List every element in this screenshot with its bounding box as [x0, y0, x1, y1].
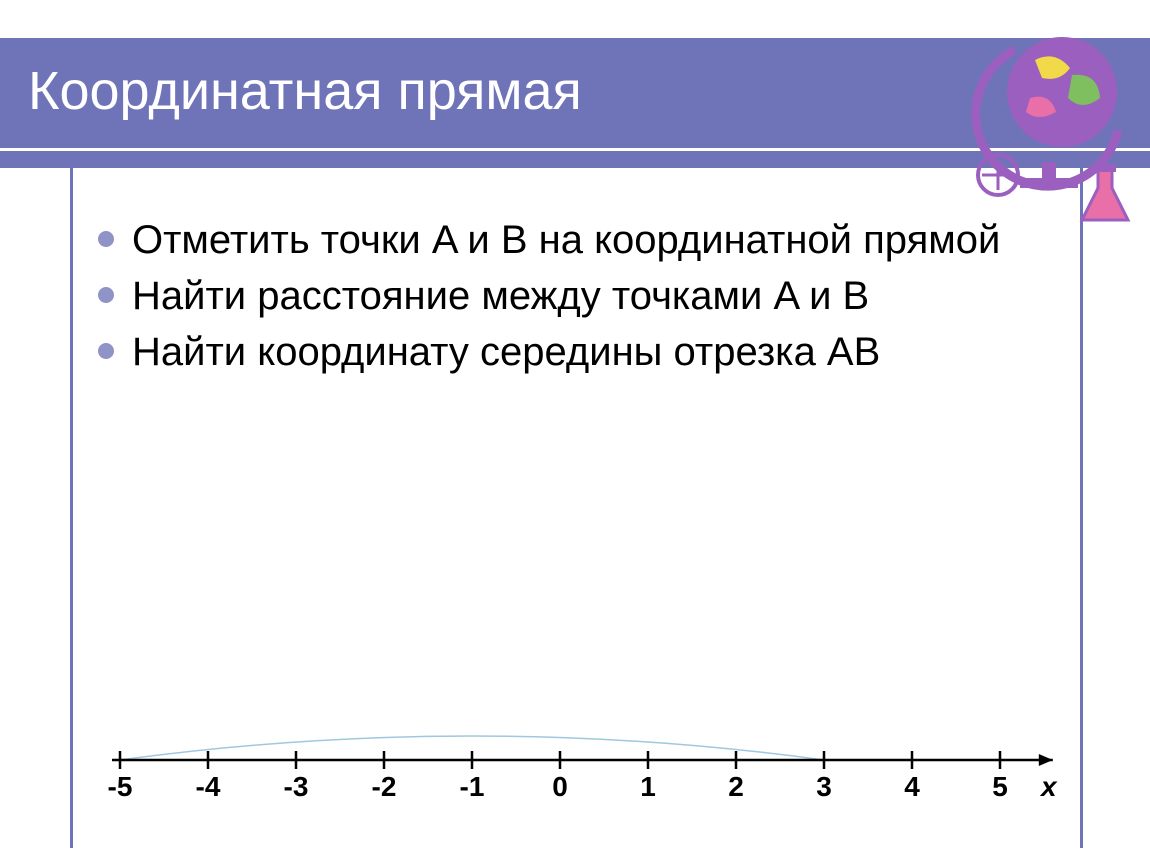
globe-clipart [960, 20, 1140, 230]
bullet-icon [98, 287, 114, 303]
svg-text:x: x [1039, 771, 1058, 802]
bullet-text: Найти координату середины отрезка AB [132, 327, 880, 377]
bullet-text: Найти расстояние между точками A и B [132, 271, 869, 321]
svg-text:-1: -1 [460, 771, 485, 802]
list-item: Отметить точки A и B на координатной пря… [98, 215, 1058, 265]
svg-text:2: 2 [728, 771, 744, 802]
bullet-icon [98, 343, 114, 359]
svg-text:1: 1 [640, 771, 656, 802]
number-line: -5 -4 -3 -2 -1 0 1 2 3 4 5x [95, 720, 1095, 830]
svg-text:4: 4 [904, 771, 920, 802]
bullet-icon [98, 231, 114, 247]
number-line-svg: -5 -4 -3 -2 -1 0 1 2 3 4 5x [95, 720, 1095, 830]
svg-text:-5: -5 [108, 771, 133, 802]
list-item: Найти расстояние между точками A и B [98, 271, 1058, 321]
svg-text:3: 3 [816, 771, 832, 802]
page-title: Координатная прямая [28, 60, 582, 122]
svg-text:-4: -4 [196, 771, 221, 802]
svg-text:0: 0 [552, 771, 568, 802]
svg-text:-2: -2 [372, 771, 397, 802]
bullet-list: Отметить точки A и B на координатной пря… [98, 215, 1058, 383]
list-item: Найти координату середины отрезка AB [98, 327, 1058, 377]
svg-text:-3: -3 [284, 771, 309, 802]
bullet-text: Отметить точки A и B на координатной пря… [132, 215, 1000, 265]
vertical-rule-left [70, 168, 73, 848]
svg-text:5: 5 [992, 771, 1008, 802]
